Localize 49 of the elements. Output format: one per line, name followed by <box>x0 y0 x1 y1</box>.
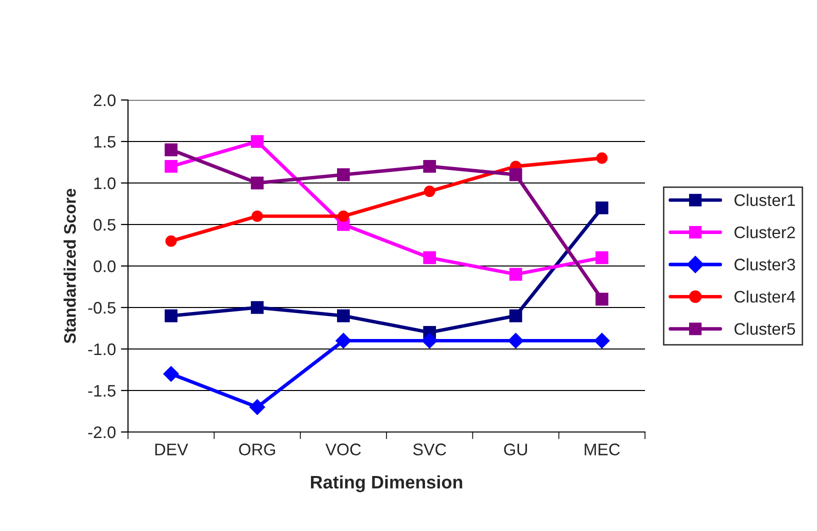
point <box>163 366 179 382</box>
x-tick-label: GU <box>504 444 527 456</box>
point <box>164 160 178 173</box>
legend-label: Cluster1 <box>734 194 795 206</box>
point <box>422 332 438 348</box>
y-tick-label: 0.0 <box>94 260 116 272</box>
legend-label: Cluster5 <box>734 322 796 335</box>
point <box>337 309 350 322</box>
x-tick-label: ORG <box>239 444 275 456</box>
point <box>423 160 436 173</box>
point <box>596 202 608 214</box>
point <box>508 332 524 348</box>
point <box>594 332 610 348</box>
point <box>250 176 264 190</box>
point <box>250 399 265 415</box>
x-tick-label: MEC <box>584 444 620 456</box>
x-tick-label: VOC <box>325 444 361 456</box>
y-axis-title: Standardized Score <box>64 188 76 344</box>
y-tick-label: 1.0 <box>94 177 116 190</box>
point <box>336 332 352 348</box>
point <box>250 301 264 314</box>
x-axis-title: Rating Dimension <box>310 475 462 492</box>
point <box>423 251 436 264</box>
legend-label: Cluster3 <box>734 258 795 270</box>
x-tick-label: SVC <box>413 444 446 456</box>
point <box>252 210 263 222</box>
legend-label: Cluster4 <box>734 290 796 303</box>
point <box>509 268 522 281</box>
point <box>164 309 178 322</box>
point <box>509 168 522 182</box>
point <box>509 309 522 322</box>
point <box>165 235 177 247</box>
point <box>596 152 608 164</box>
point <box>424 186 436 197</box>
point <box>596 292 608 306</box>
point <box>337 168 350 182</box>
y-tick-label: -1.5 <box>88 385 116 397</box>
point <box>596 251 608 264</box>
y-tick-label: 0.5 <box>94 218 116 231</box>
y-tick-label: 2.0 <box>94 94 116 106</box>
legend-label: Cluster2 <box>734 226 795 238</box>
y-tick-label: -2.0 <box>88 426 116 438</box>
y-tick-label: -1.0 <box>88 343 116 356</box>
point <box>338 210 350 222</box>
x-tick-label: DEV <box>155 444 188 456</box>
y-tick-label: 1.5 <box>94 136 116 148</box>
point <box>250 135 264 148</box>
y-tick-label: -0.5 <box>88 302 116 314</box>
point <box>164 143 178 156</box>
